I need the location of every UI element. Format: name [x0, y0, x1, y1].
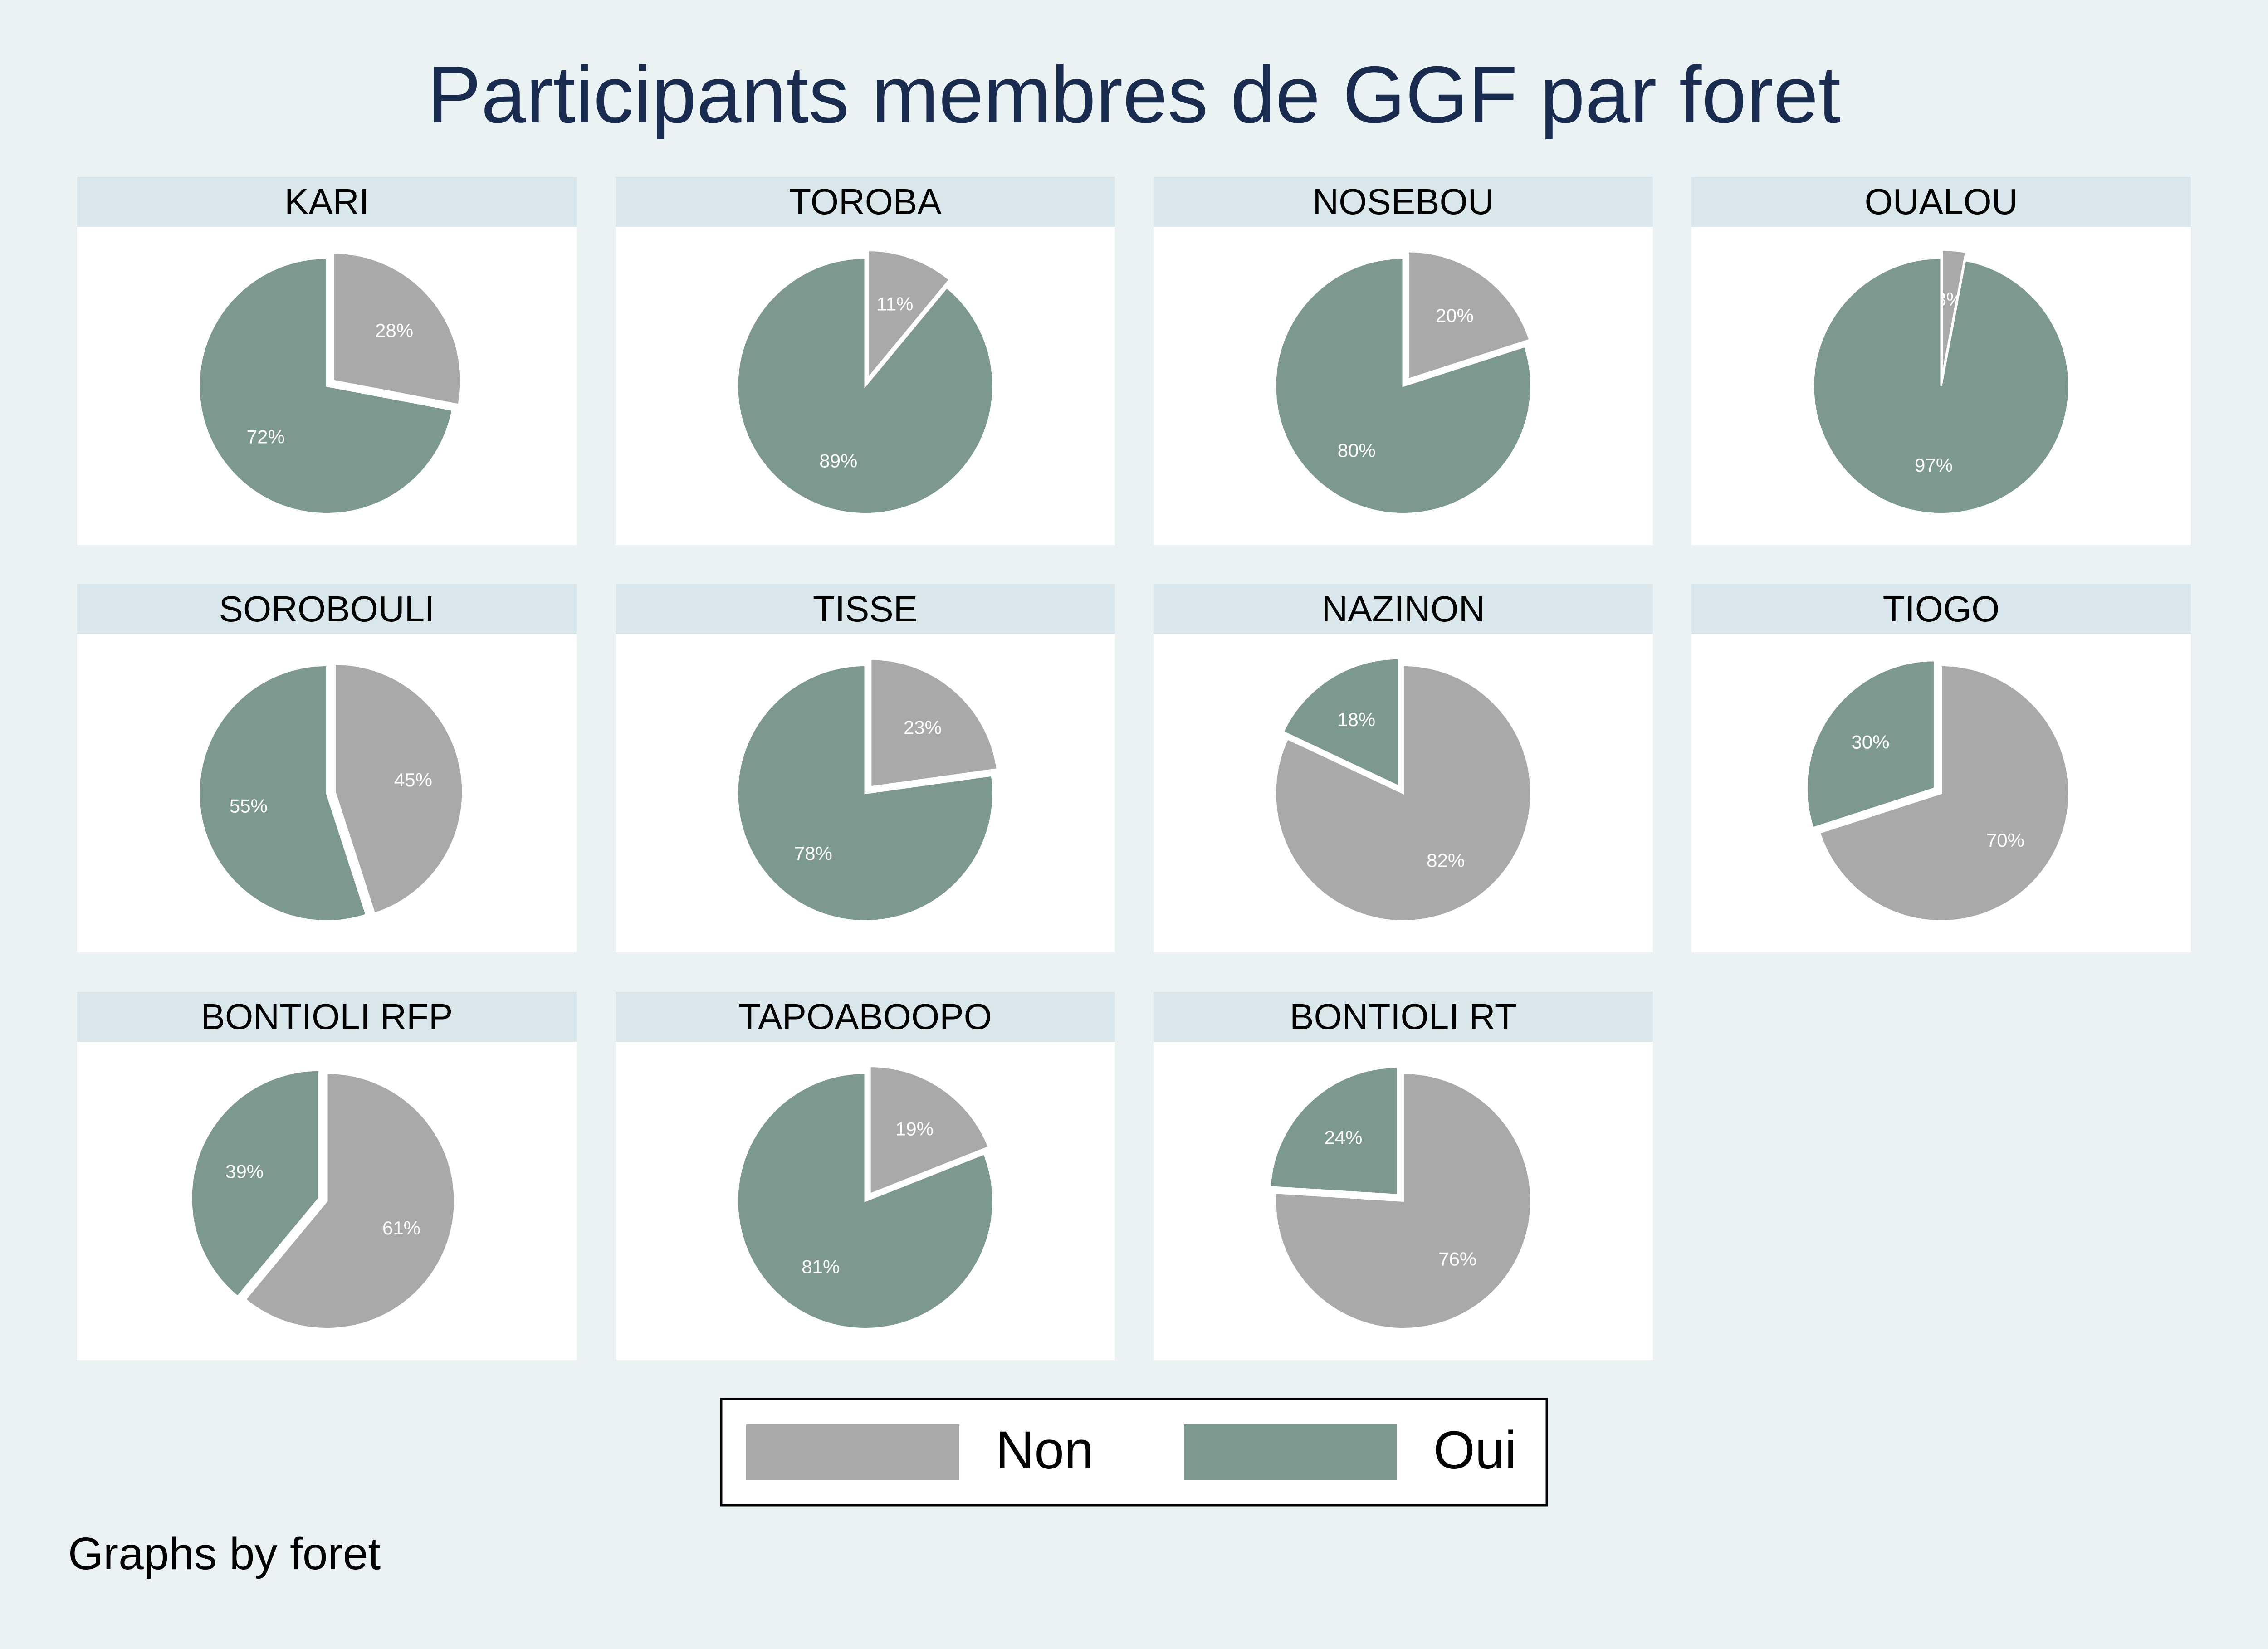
pie-label-oui: 39% — [225, 1161, 264, 1182]
panel-header — [1691, 584, 2191, 634]
panel-title: TAPOABOOPO — [738, 996, 992, 1037]
pie-panel: TOROBA 11% 89% — [616, 177, 1115, 545]
pie-label-oui: 72% — [247, 426, 285, 447]
panel-header — [77, 584, 577, 634]
pie-label-non: 61% — [382, 1217, 420, 1239]
pie-panel: BONTIOLI RT 76% 24% — [1154, 992, 1653, 1360]
pie-label-oui: 55% — [230, 795, 268, 816]
pie-label-non: 76% — [1438, 1248, 1476, 1269]
panels-group: KARI 28% 72% TOROBA 11% 89% NOSEBOU 20% 80% OUALO… — [77, 177, 2191, 1360]
pie-slice-non — [332, 252, 462, 406]
pie-label-non: 20% — [1436, 305, 1474, 326]
pie-slice-oui — [1274, 257, 1532, 515]
chart-title: Participants membres de GGF par foret — [427, 49, 1841, 140]
pie-slice-non — [1274, 664, 1532, 922]
panel-title: NOSEBOU — [1312, 181, 1494, 222]
panel-title: SOROBOULI — [219, 589, 435, 629]
pie-label-oui: 97% — [1915, 454, 1953, 476]
pie-slice-non — [869, 1065, 990, 1196]
panel-title: TOROBA — [789, 181, 942, 222]
panel-title: NAZINON — [1322, 589, 1485, 629]
pie-label-non: 23% — [904, 717, 942, 738]
pie-label-oui: 81% — [802, 1256, 840, 1278]
pie-panel: BONTIOLI RFP 61% 39% — [77, 992, 577, 1360]
pie-panel: NAZINON 82% 18% — [1154, 584, 1653, 952]
pie-label-non: 19% — [895, 1118, 934, 1140]
pie-slice-oui — [736, 1072, 994, 1330]
pie-panel: NOSEBOU 20% 80% — [1154, 177, 1653, 545]
pie-panel: TIOGO 70% 30% — [1691, 584, 2191, 952]
pie-slice-oui — [190, 1069, 320, 1298]
pie-slice-non — [870, 658, 998, 788]
panel-header — [1154, 584, 1653, 634]
pie-slice-non — [1818, 664, 2070, 922]
legend-swatch-oui — [1184, 1424, 1397, 1480]
pie-slice-oui — [1282, 657, 1400, 788]
pie-slice-non — [334, 663, 464, 915]
pie-slice-oui — [736, 664, 994, 922]
pie-label-oui: 30% — [1851, 732, 1889, 753]
legend: Non Oui — [720, 1398, 1548, 1507]
pie-label-oui: 89% — [819, 450, 857, 472]
panel-title: OUALOU — [1865, 181, 2018, 222]
legend-label-non: Non — [996, 1420, 1094, 1480]
pie-label-oui: 78% — [794, 843, 832, 864]
panel-header — [1691, 177, 2191, 227]
pie-slice-oui — [1269, 1066, 1399, 1196]
panel-title: TIOGO — [1883, 589, 2000, 629]
pie-label-oui: 18% — [1337, 709, 1375, 730]
panel-header — [77, 992, 577, 1042]
pie-label-non: 82% — [1427, 850, 1465, 871]
legend-swatch-non — [746, 1424, 959, 1480]
pie-slice-oui — [736, 257, 994, 515]
pie-slice-non — [1407, 250, 1531, 381]
pie-slice-oui — [1812, 257, 2070, 515]
pie-panel: TISSE 23% 78% — [616, 584, 1115, 952]
pie-panel: TAPOABOOPO 19% 81% — [616, 992, 1115, 1360]
pie-label-oui: 80% — [1338, 439, 1376, 461]
panel-header — [616, 992, 1115, 1042]
pie-label-non: 11% — [876, 293, 913, 315]
panel-header — [77, 177, 577, 227]
pie-slice-non — [867, 249, 951, 381]
pie-panel: KARI 28% 72% — [77, 177, 577, 545]
pie-panel: SOROBOULI 45% 55% — [77, 584, 577, 952]
panel-header — [616, 177, 1115, 227]
graphs-by-note: Graphs by foret — [68, 1528, 381, 1579]
panel-header — [1154, 177, 1653, 227]
panel-header — [1154, 992, 1653, 1042]
pie-slice-oui — [198, 257, 454, 515]
pie-label-non: 28% — [375, 320, 413, 341]
legend-label-oui: Oui — [1433, 1420, 1517, 1480]
pie-label-oui: 24% — [1324, 1127, 1362, 1148]
pie-slice-oui — [1805, 659, 1936, 829]
panel-header — [616, 584, 1115, 634]
panel-title: BONTIOLI RFP — [201, 996, 453, 1037]
panel-title: KARI — [284, 181, 369, 222]
pie-label-non: 70% — [1986, 829, 2024, 851]
pie-slice-non — [244, 1072, 456, 1330]
pie-slice-oui — [198, 664, 368, 922]
pie-label-non: 45% — [394, 769, 432, 790]
pie-slice-non — [1274, 1072, 1532, 1330]
panel-title: BONTIOLI RT — [1290, 996, 1517, 1037]
panel-title: TISSE — [813, 589, 918, 629]
